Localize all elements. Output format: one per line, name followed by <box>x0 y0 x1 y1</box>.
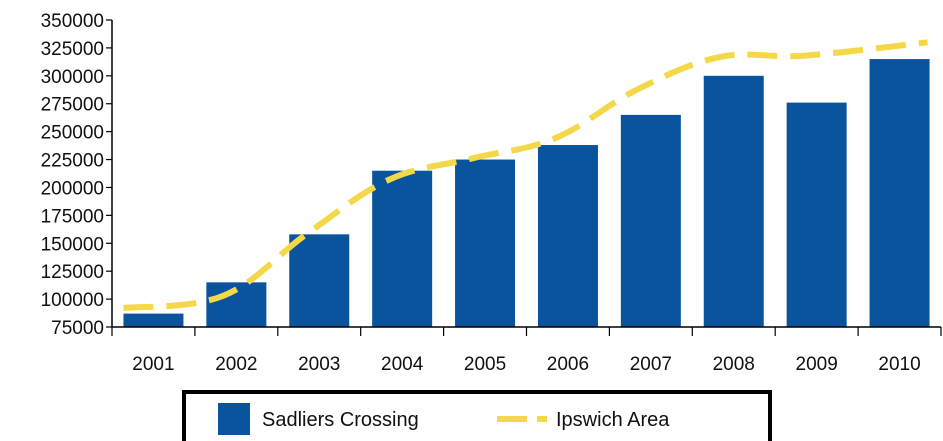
y-axis-tick-marks <box>106 20 112 327</box>
bar-2004 <box>372 171 432 327</box>
legend-label-sadliers-crossing: Sadliers Crossing <box>262 409 419 431</box>
legend-label-ipswich-area: Ipswich Area <box>556 409 670 431</box>
x-tick-label: 2007 <box>630 354 672 375</box>
x-tick-label: 2005 <box>464 354 506 375</box>
y-tick-label: 275000 <box>41 95 104 116</box>
bar-series <box>123 59 929 327</box>
bar-2001 <box>123 314 183 327</box>
y-tick-label: 175000 <box>41 206 104 227</box>
legend-swatch-sadliers-crossing <box>218 403 250 435</box>
y-tick-label: 225000 <box>41 151 104 172</box>
x-axis-tick-labels: 2001 2002 2003 2004 2005 2006 2007 2008 2009 2010 <box>132 354 920 375</box>
bar-2008 <box>704 76 764 327</box>
x-tick-label: 2009 <box>796 354 838 375</box>
y-tick-label: 75000 <box>51 318 104 339</box>
bar-2010 <box>870 59 930 327</box>
bar-2003 <box>289 234 349 327</box>
y-tick-label: 125000 <box>41 262 104 283</box>
y-tick-label: 300000 <box>41 67 104 88</box>
x-tick-label: 2006 <box>547 354 589 375</box>
x-tick-label: 2001 <box>132 354 174 375</box>
y-tick-label: 150000 <box>41 234 104 255</box>
y-tick-label: 250000 <box>41 123 104 144</box>
x-tick-label: 2003 <box>298 354 340 375</box>
y-tick-label: 350000 <box>41 11 104 32</box>
x-tick-label: 2002 <box>215 354 257 375</box>
bar-2006 <box>538 145 598 327</box>
x-tick-label: 2010 <box>878 354 920 375</box>
bar-2007 <box>621 115 681 327</box>
bar-2009 <box>787 103 847 327</box>
y-axis-tick-labels: 75000 100000 125000 150000 175000 200000 22500… <box>41 11 104 339</box>
y-tick-label: 325000 <box>41 39 104 60</box>
y-tick-label: 200000 <box>41 178 104 199</box>
x-axis-tick-marks <box>112 327 941 336</box>
x-tick-label: 2008 <box>713 354 755 375</box>
legend: Sadliers Crossing Ipswich Area <box>184 392 770 441</box>
bar-2005 <box>455 160 515 327</box>
x-tick-label: 2004 <box>381 354 424 375</box>
y-tick-label: 100000 <box>41 290 104 311</box>
